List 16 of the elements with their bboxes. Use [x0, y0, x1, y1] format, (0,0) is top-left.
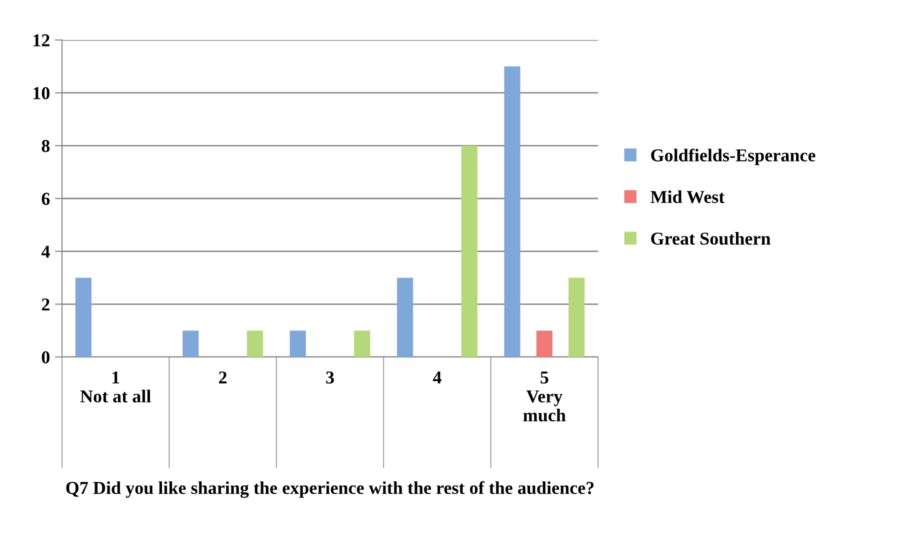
y-tick-label: 4 — [41, 246, 50, 258]
x-tick-label: 3 — [326, 371, 334, 384]
legend-label: Great Southern — [651, 232, 771, 245]
y-tick-label: 12 — [34, 34, 50, 46]
y-tick-label: 8 — [42, 140, 50, 152]
x-tick-label: 2 — [219, 371, 227, 384]
legend-label: Mid West — [650, 190, 725, 204]
legend-label: Goldfields-Esperance — [651, 148, 816, 166]
y-tick-label: 2 — [42, 298, 50, 310]
x-tick-label: 5 Very much — [523, 372, 566, 422]
x-axis-title: Q7 Did you like sharing the experience with the rest of the audience? — [66, 481, 594, 498]
x-tick-label: 4 — [432, 372, 442, 384]
y-tick-label: 0 — [42, 351, 50, 364]
y-tick-label: 10 — [34, 87, 50, 100]
x-tick-label: 1 Not at all — [80, 372, 151, 402]
y-tick-label: 6 — [42, 192, 50, 205]
